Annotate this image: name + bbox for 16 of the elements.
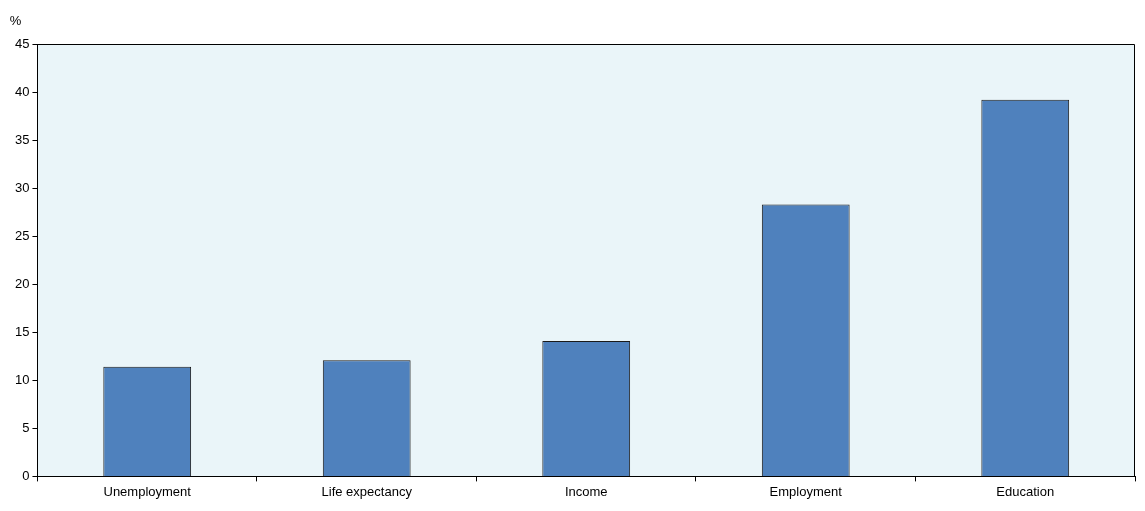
x-tick-label: Income: [564, 483, 608, 499]
y-tick-label: 40: [14, 83, 30, 99]
x-tick-label: Employment: [769, 483, 843, 499]
x-tick-label: Education: [996, 483, 1055, 499]
x-tick-label: Life expectancy: [321, 483, 413, 499]
y-axis-title: %: [9, 13, 22, 29]
y-tick-label: 10: [14, 371, 30, 387]
y-tick-label: 45: [14, 35, 30, 51]
y-tick-label: 20: [14, 275, 30, 291]
y-tick-label: 0: [22, 467, 30, 483]
y-tick-label: 25: [14, 227, 30, 243]
y-tick-label: 30: [14, 179, 30, 195]
x-tick-label: Unemployment: [103, 483, 192, 499]
y-tick-label: 35: [14, 131, 30, 147]
y-tick-label: 15: [14, 323, 30, 339]
y-tick-label: 5: [22, 419, 30, 435]
